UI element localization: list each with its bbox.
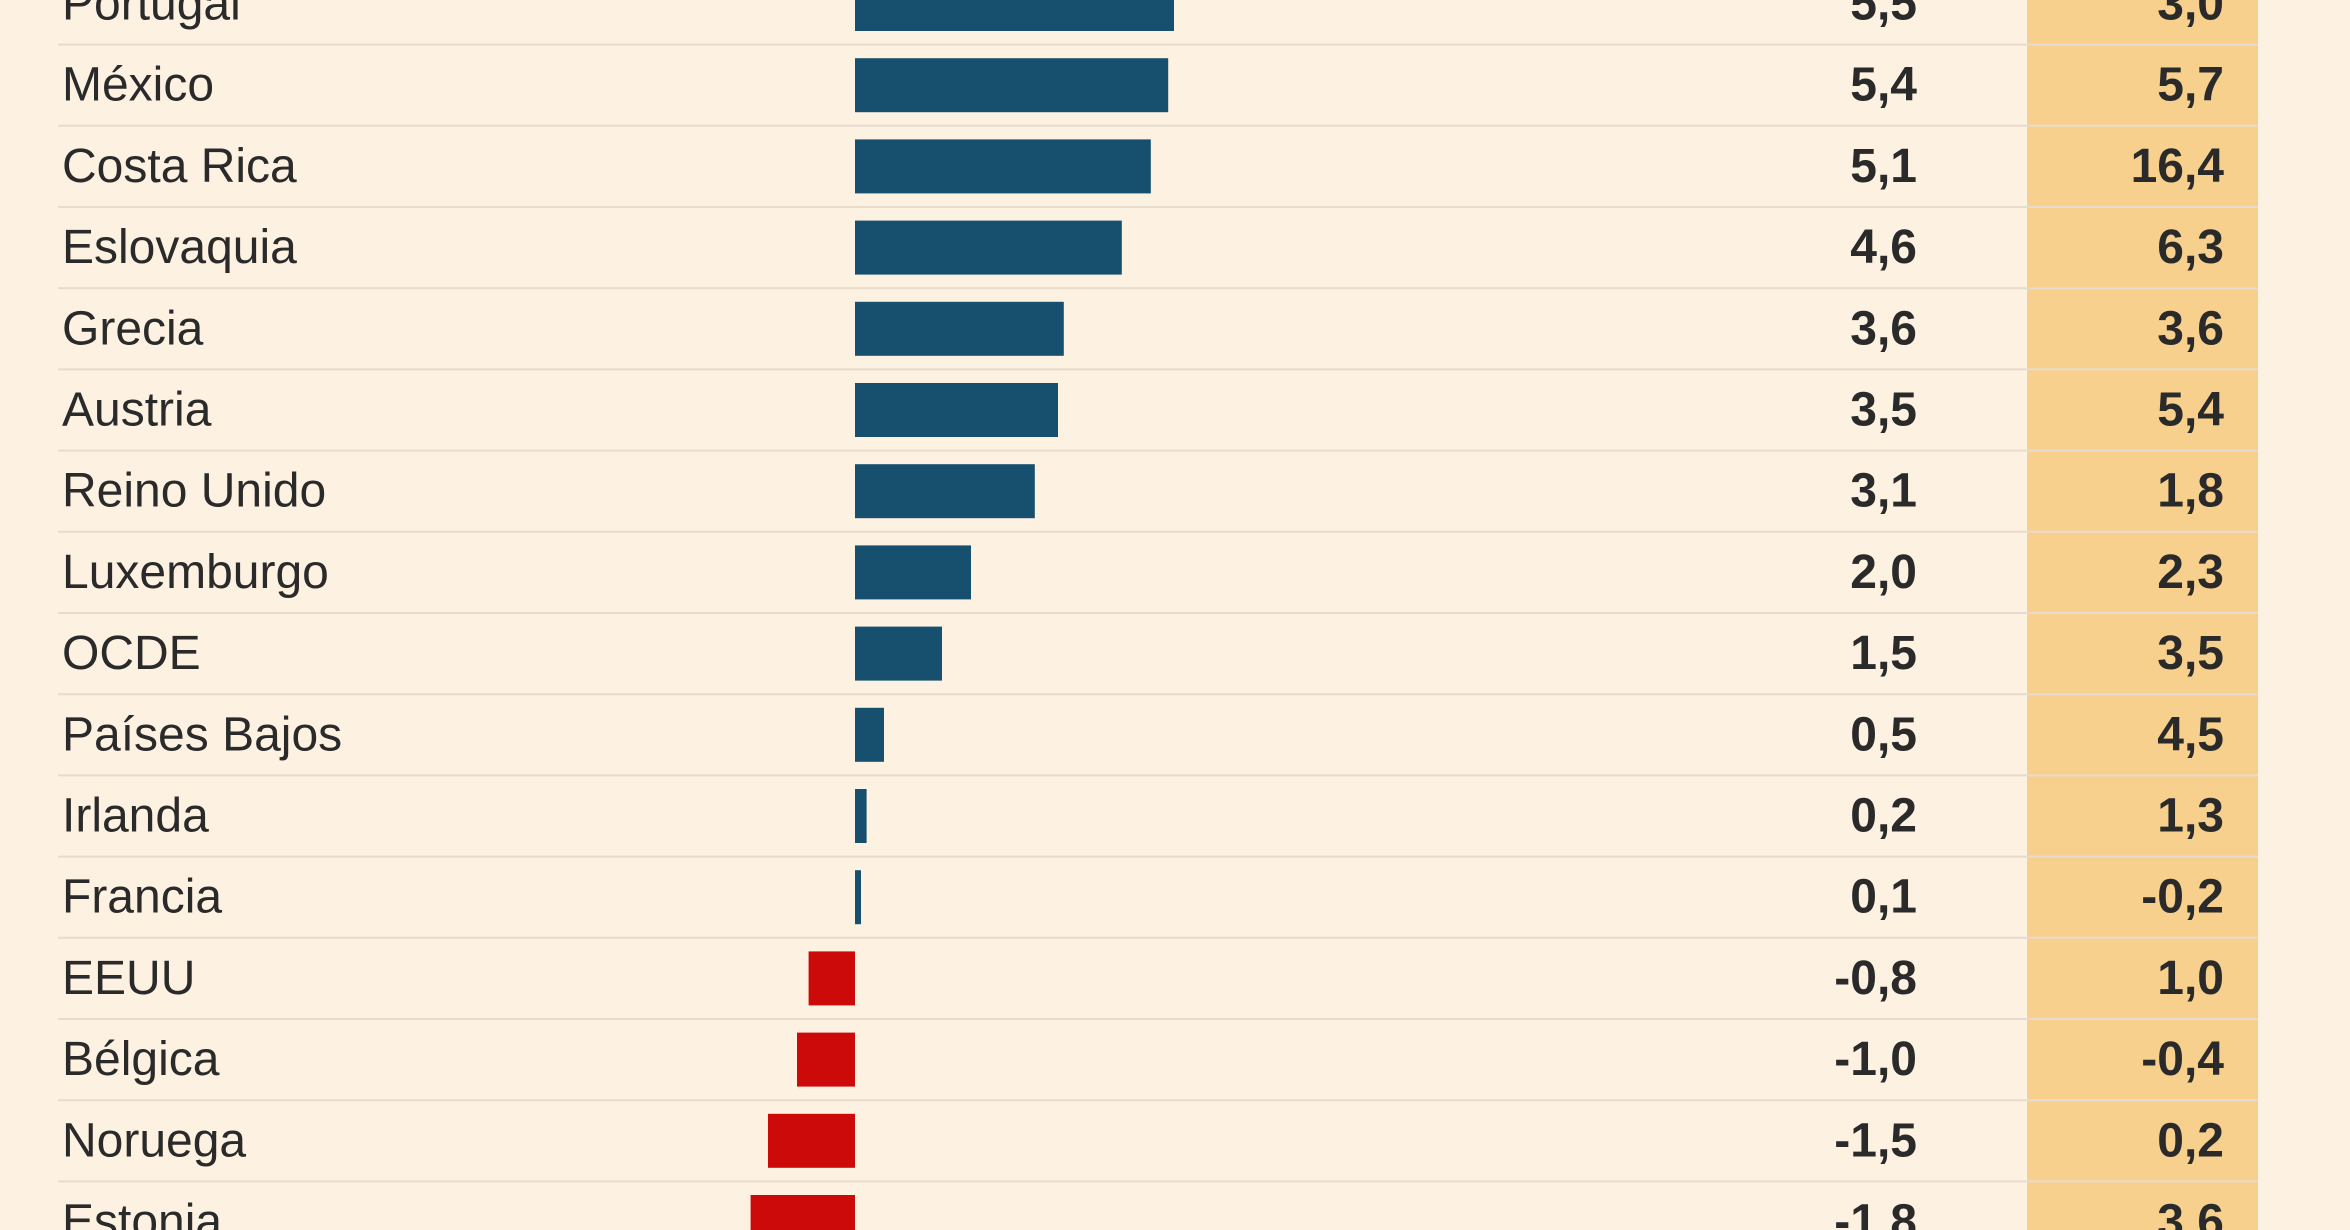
category-label: EEUU (62, 952, 195, 1005)
value-label: -1,8 (1834, 1196, 1917, 1230)
second-column-value: -0,2 (2141, 871, 2224, 924)
bar (855, 0, 1174, 31)
category-label: Noruega (62, 1114, 246, 1167)
second-column-value: 1,3 (2157, 790, 2224, 843)
category-label: Costa Rica (62, 140, 297, 193)
category-label: México (62, 59, 214, 112)
bar (855, 220, 1122, 275)
value-label: 0,5 (1850, 708, 1917, 761)
bar (855, 58, 1169, 113)
value-label: 4,6 (1850, 221, 1917, 274)
second-column-value: 3,6 (2157, 1196, 2224, 1230)
bar (855, 139, 1151, 194)
bar (797, 1032, 855, 1087)
second-column-value: 1,0 (2157, 952, 2224, 1005)
value-label: 0,1 (1850, 871, 1917, 924)
second-column-value: -0,4 (2141, 1033, 2224, 1086)
category-label: Portugal (62, 0, 241, 31)
value-label: 0,2 (1850, 790, 1917, 843)
category-label: Luxemburgo (62, 546, 329, 599)
category-label: Bélgica (62, 1033, 220, 1086)
value-label: 3,5 (1850, 384, 1917, 437)
second-column-value: 5,4 (2157, 384, 2224, 437)
bar (855, 789, 867, 843)
category-label: Reino Unido (62, 465, 326, 518)
bar (808, 951, 855, 1006)
second-column-value: 3,6 (2157, 302, 2224, 355)
second-column-value: 16,4 (2131, 140, 2225, 193)
bar (855, 545, 971, 600)
second-column-value: 0,2 (2157, 1114, 2224, 1167)
bar (855, 464, 1035, 519)
category-label: Países Bajos (62, 708, 342, 761)
category-label: Austria (62, 384, 212, 437)
value-label: 1,5 (1850, 627, 1917, 680)
bar (768, 1113, 855, 1168)
second-column-value: 2,3 (2157, 546, 2224, 599)
bar (750, 1195, 855, 1230)
second-column-value: 5,7 (2157, 59, 2224, 112)
bar (855, 626, 942, 681)
bar (855, 301, 1064, 356)
category-label: Estonia (62, 1196, 222, 1230)
second-column-highlight (2027, 0, 2258, 1230)
category-label: Grecia (62, 302, 204, 355)
value-label: -1,0 (1834, 1033, 1917, 1086)
category-label: Irlanda (62, 790, 209, 843)
value-label: 3,1 (1850, 465, 1917, 518)
second-column-value: 3,5 (2157, 627, 2224, 680)
bar (855, 383, 1058, 437)
value-label: 5,1 (1850, 140, 1917, 193)
category-label: OCDE (62, 627, 201, 680)
category-label: Eslovaquia (62, 221, 297, 274)
second-column-value: 4,5 (2157, 708, 2224, 761)
second-column-value: 3,0 (2157, 0, 2224, 31)
value-label: 3,6 (1850, 302, 1917, 355)
value-label: -0,8 (1834, 952, 1917, 1005)
second-column-value: 1,8 (2157, 465, 2224, 518)
value-label: 2,0 (1850, 546, 1917, 599)
category-label: Francia (62, 871, 222, 924)
bar (855, 707, 884, 762)
bar (855, 870, 861, 925)
second-column-value: 6,3 (2157, 221, 2224, 274)
value-label: 5,4 (1850, 59, 1917, 112)
value-label: -1,5 (1834, 1114, 1917, 1167)
value-label: 5,5 (1850, 0, 1917, 31)
